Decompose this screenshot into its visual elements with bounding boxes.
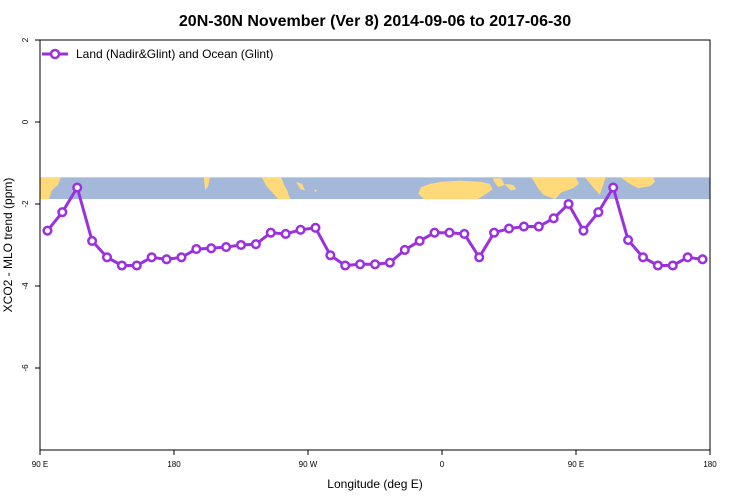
data-point (161, 254, 172, 265)
data-point (682, 252, 693, 263)
data-point (444, 227, 455, 238)
data-point (429, 227, 440, 238)
map-land-7 (504, 183, 517, 191)
x-axis: 90 E 180 90 W 0 90 E 180 (32, 450, 717, 469)
data-point (295, 224, 306, 235)
data-point (340, 260, 351, 271)
series-line (46, 186, 703, 267)
data-point (57, 207, 68, 218)
data-point (325, 250, 336, 261)
y-tick-label: 2 (21, 37, 30, 42)
x-tick-label: 180 (703, 460, 717, 469)
data-point (593, 207, 604, 218)
y-tick-label: -2 (21, 200, 30, 208)
data-point (489, 227, 500, 238)
data-point (280, 228, 291, 239)
data-point (652, 260, 663, 271)
world-map-strip (40, 177, 710, 200)
data-point (250, 239, 261, 250)
x-axis-label: Longitude (deg E) (327, 477, 422, 491)
data-point (206, 243, 217, 254)
map-land-2 (261, 177, 291, 200)
data-point (399, 244, 410, 255)
data-point (265, 227, 276, 238)
data-point (176, 252, 187, 263)
map-land-3 (296, 181, 306, 191)
data-point (474, 252, 485, 263)
data-point (637, 252, 649, 263)
data-point (623, 235, 634, 246)
data-point (608, 182, 619, 193)
map-land-0 (40, 177, 61, 200)
data-point (221, 242, 232, 253)
data-point (563, 198, 574, 210)
y-tick-label: 0 (21, 119, 30, 124)
x-tick-label: 180 (167, 460, 181, 469)
map-land-5 (418, 180, 493, 200)
y-tick-label: -6 (21, 364, 30, 372)
data-point (146, 252, 157, 263)
data-point (72, 182, 83, 193)
map-land-10 (620, 177, 655, 189)
x-tick-label: 0 (440, 460, 445, 469)
x-tick-label: 90 W (299, 460, 318, 469)
data-point (369, 259, 381, 270)
series-layer (42, 182, 708, 271)
data-point (191, 244, 202, 255)
y-axis: 2 0 -2 -4 -6 (21, 37, 40, 372)
data-point (548, 213, 559, 224)
data-point (578, 225, 589, 236)
plot-frame (39, 39, 711, 451)
map-land-4 (313, 189, 317, 193)
map-land-1 (203, 177, 210, 191)
data-point (235, 239, 247, 251)
data-point (667, 260, 678, 271)
data-point (503, 223, 515, 234)
data-point (131, 260, 142, 271)
data-point (310, 222, 321, 233)
data-point (355, 259, 366, 270)
legend: Land (Nadir&Glint) and Ocean (Glint) (42, 47, 273, 61)
y-axis-label: XCO2 - MLO trend (ppm) (1, 178, 15, 313)
legend-label: Land (Nadir&Glint) and Ocean (Glint) (76, 47, 273, 61)
data-point (87, 235, 98, 246)
y-tick-label: -4 (21, 282, 30, 290)
data-point (116, 260, 127, 271)
x-tick-label: 90 E (568, 460, 584, 469)
data-point (101, 252, 113, 263)
data-point (414, 235, 425, 246)
legend-marker (49, 48, 61, 60)
map-land-9 (584, 177, 606, 195)
data-point (518, 221, 529, 232)
data-point (697, 254, 708, 265)
data-point (42, 225, 53, 236)
data-point (384, 257, 395, 268)
data-point (459, 228, 470, 239)
data-point (533, 221, 544, 232)
map-land-6 (492, 178, 505, 188)
chart-title: 20N-30N November (Ver 8) 2014-09-06 to 2… (179, 13, 571, 30)
x-tick-label: 90 E (32, 460, 48, 469)
map-land-8 (531, 177, 579, 200)
